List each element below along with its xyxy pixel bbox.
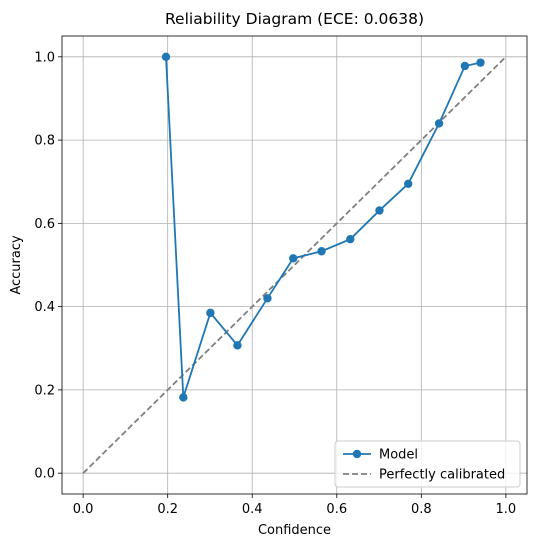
model-point-12 bbox=[476, 58, 485, 67]
model-point-6 bbox=[317, 247, 326, 256]
y-tick-label-1: 0.2 bbox=[34, 383, 55, 398]
y-tick-label-3: 0.6 bbox=[34, 217, 55, 232]
model-point-8 bbox=[375, 206, 384, 215]
series-layer bbox=[82, 52, 507, 474]
model-point-3 bbox=[233, 341, 242, 350]
legend: Model Perfectly calibrated bbox=[334, 440, 521, 488]
legend-label-perfectly-calibrated: Perfectly calibrated bbox=[379, 468, 505, 483]
model-point-7 bbox=[346, 234, 355, 244]
chart-title: Reliability Diagram (ECE: 0.0638) bbox=[165, 10, 424, 28]
ticks: 0.0 0.2 0.4 0.6 0.8 1.0 0.0 0.2 0.4 0.6 0.8 1.0 bbox=[34, 50, 516, 517]
model-point-2 bbox=[206, 308, 215, 318]
x-tick-label-0: 0.0 bbox=[73, 502, 94, 517]
legend-model-marker bbox=[352, 449, 362, 459]
model-point-0 bbox=[161, 52, 171, 62]
x-tick-label-5: 1.0 bbox=[496, 502, 517, 517]
model-point-9 bbox=[404, 179, 413, 189]
model-point-1 bbox=[179, 393, 188, 402]
legend-label-model: Model bbox=[379, 448, 418, 463]
y-tick-label-4: 0.8 bbox=[34, 134, 55, 149]
plot-frame bbox=[61, 35, 528, 495]
y-tick-label-0: 0.0 bbox=[34, 467, 55, 482]
model-point-4 bbox=[263, 294, 272, 303]
y-tick-label-5: 1.0 bbox=[34, 50, 55, 65]
y-tick-label-2: 0.4 bbox=[34, 300, 55, 315]
model-point-11 bbox=[460, 61, 470, 71]
x-axis-label: Confidence bbox=[258, 523, 331, 538]
model-point-5 bbox=[289, 254, 298, 263]
x-tick-label-2: 0.4 bbox=[242, 502, 263, 517]
legend-box bbox=[334, 440, 521, 488]
x-tick-label-4: 0.8 bbox=[411, 502, 432, 517]
grid bbox=[62, 36, 527, 494]
y-axis-label: Accuracy bbox=[9, 235, 24, 295]
x-tick-label-3: 0.6 bbox=[326, 502, 347, 517]
x-tick-label-1: 0.2 bbox=[157, 502, 178, 517]
model-point-10 bbox=[434, 119, 444, 128]
